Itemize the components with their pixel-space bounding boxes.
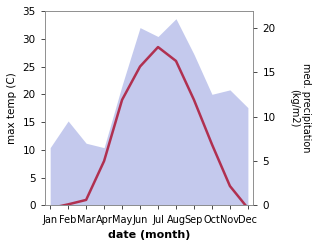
Y-axis label: med. precipitation
(kg/m2): med. precipitation (kg/m2): [289, 63, 311, 153]
Y-axis label: max temp (C): max temp (C): [7, 72, 17, 144]
X-axis label: date (month): date (month): [108, 230, 190, 240]
